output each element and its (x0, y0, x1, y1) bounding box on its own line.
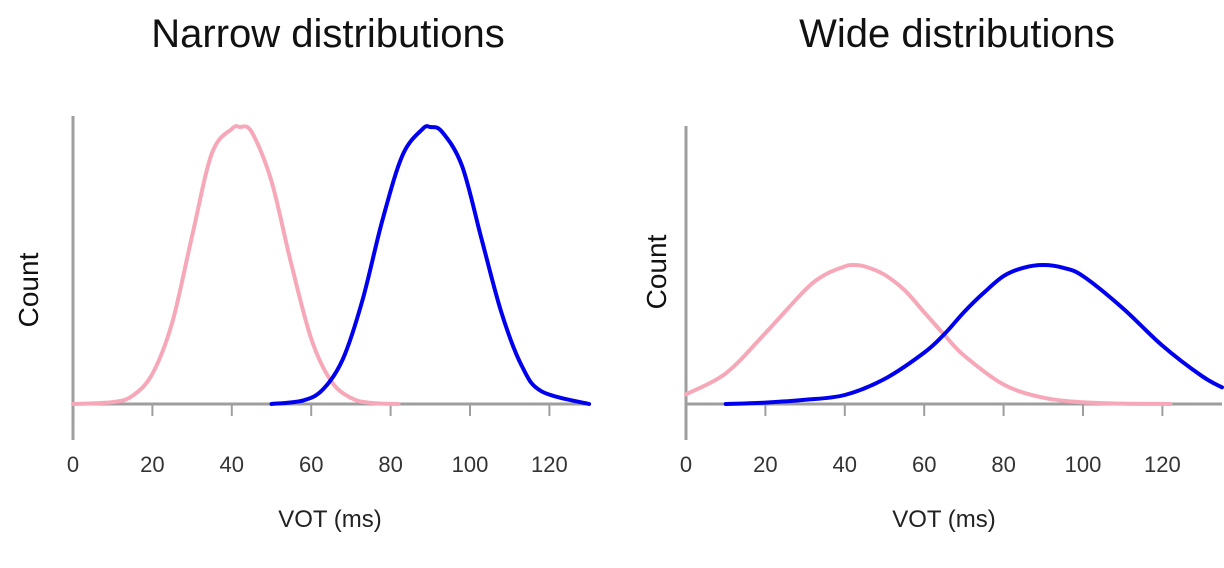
x-axis-label: VOT (ms) (278, 506, 382, 533)
series-line-0 (684, 262, 1173, 406)
x-tick-label: 80 (991, 452, 1015, 477)
panel-narrow: Narrow distributions Count VOT (ms) 0 20 4… (13, 12, 592, 533)
x-tick-label: 60 (912, 452, 936, 477)
x-tick-label: 80 (378, 452, 402, 477)
x-tick-label: 120 (531, 452, 568, 477)
panel-wide: Wide distributions Count VOT (ms) 0 20 40 6… (641, 12, 1224, 533)
x-tick-label: 0 (67, 452, 79, 477)
y-axis-label: Count (641, 234, 672, 309)
x-tick-label: 60 (299, 452, 323, 477)
chart-title: Narrow distributions (151, 12, 504, 56)
x-tick-label: 120 (1144, 452, 1181, 477)
x-tick-label: 100 (452, 452, 489, 477)
plot-area (71, 124, 592, 406)
x-tick-label: 100 (1065, 452, 1102, 477)
x-tick-label: 0 (680, 452, 692, 477)
y-axis-label: Count (13, 252, 44, 327)
x-tick-label: 20 (140, 452, 164, 477)
x-axis-ticks: 0 20 40 60 80 100 120 (67, 404, 568, 477)
chart-title: Wide distributions (799, 12, 1115, 56)
plot-area (684, 262, 1224, 406)
x-axis-label: VOT (ms) (892, 506, 996, 533)
series-line-1 (269, 124, 592, 406)
series-line-0 (71, 124, 401, 406)
x-tick-label: 20 (753, 452, 777, 477)
x-axis-ticks: 0 20 40 60 80 100 120 (680, 404, 1181, 477)
x-tick-label: 40 (833, 452, 857, 477)
series-line-1 (723, 263, 1224, 406)
x-tick-label: 40 (220, 452, 244, 477)
